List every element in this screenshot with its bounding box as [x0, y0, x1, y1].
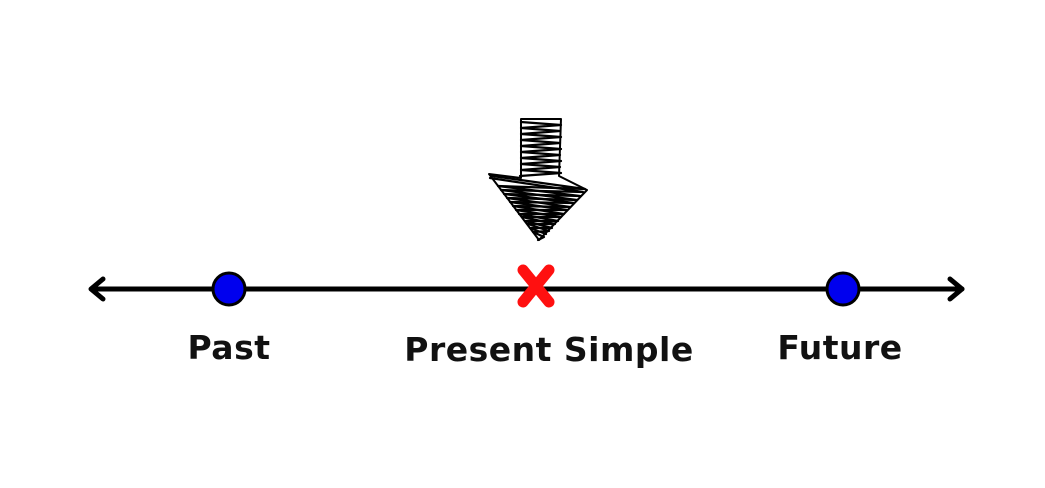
future-label: Future [777, 328, 903, 367]
arrow-left-icon [88, 276, 106, 302]
present-simple-label: Present Simple [404, 330, 694, 369]
scribbled-down-arrow-icon [488, 118, 588, 242]
future-marker [825, 271, 861, 307]
past-marker [211, 271, 247, 307]
arrow-right-icon [947, 276, 965, 302]
past-label: Past [187, 328, 271, 367]
present-cross-icon [517, 264, 555, 308]
